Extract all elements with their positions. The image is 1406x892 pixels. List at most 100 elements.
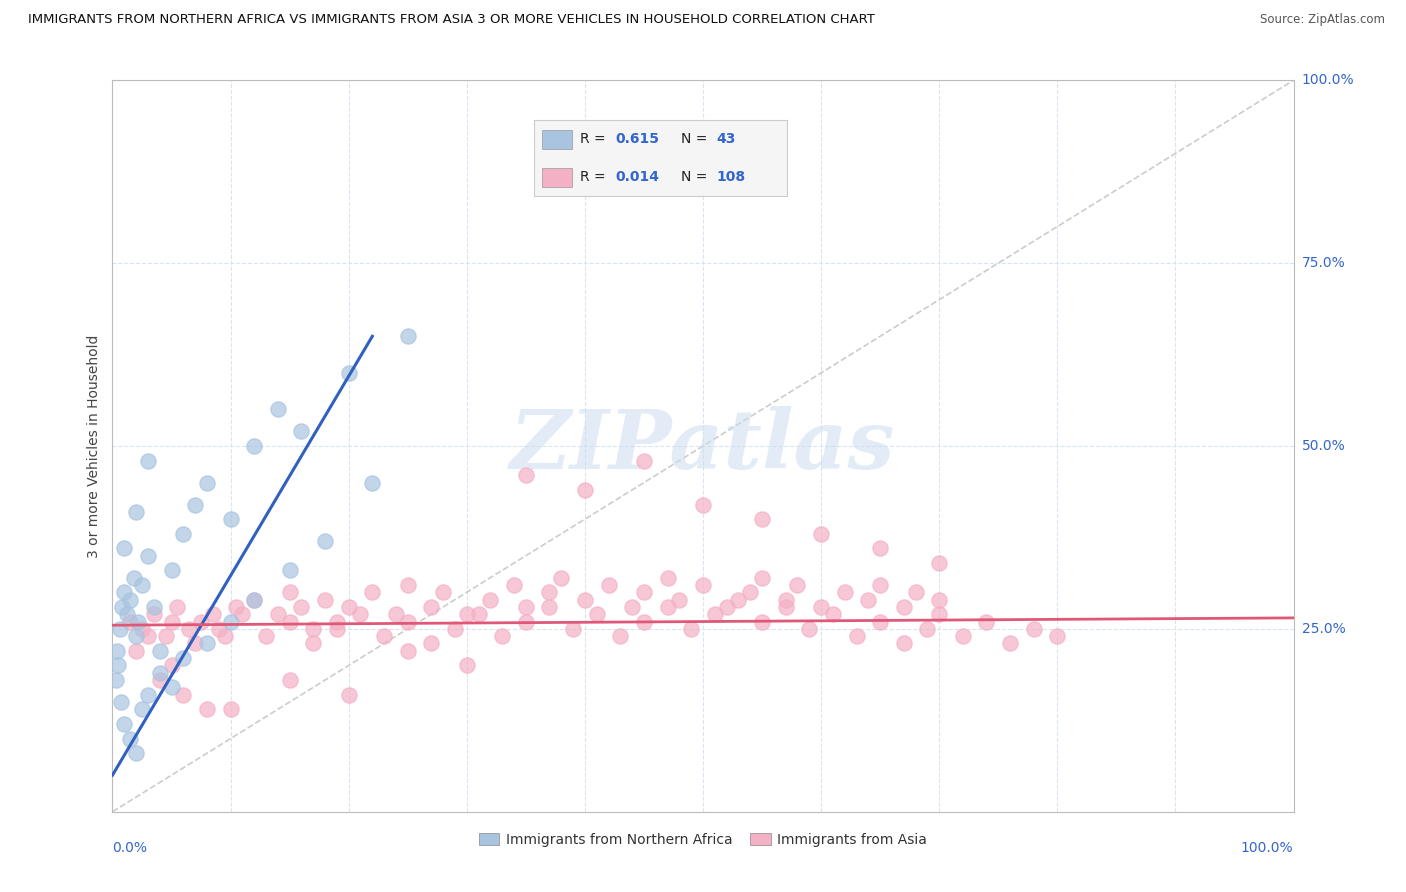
Point bbox=[834, 585, 856, 599]
Text: N =: N = bbox=[681, 170, 711, 185]
Point bbox=[869, 578, 891, 592]
Point bbox=[361, 475, 384, 490]
Point bbox=[621, 599, 644, 614]
Point bbox=[467, 607, 489, 622]
Point bbox=[952, 629, 974, 643]
Point bbox=[214, 629, 236, 643]
Point bbox=[503, 578, 526, 592]
Point bbox=[131, 702, 153, 716]
Point bbox=[219, 512, 242, 526]
Point bbox=[149, 644, 172, 658]
Point bbox=[149, 665, 172, 680]
Point bbox=[928, 556, 950, 570]
Point bbox=[1046, 629, 1069, 643]
Point bbox=[219, 702, 242, 716]
Point bbox=[184, 498, 207, 512]
Point bbox=[172, 526, 194, 541]
Point bbox=[633, 453, 655, 467]
Point bbox=[928, 592, 950, 607]
Point bbox=[120, 731, 142, 746]
Point bbox=[609, 629, 631, 643]
Point bbox=[751, 615, 773, 629]
Point bbox=[184, 636, 207, 650]
Point bbox=[111, 599, 134, 614]
Point bbox=[195, 702, 218, 716]
Point bbox=[396, 615, 419, 629]
Text: 0.615: 0.615 bbox=[616, 132, 659, 146]
Point bbox=[278, 563, 301, 577]
Point bbox=[125, 629, 148, 643]
Point bbox=[515, 599, 537, 614]
Point bbox=[314, 534, 336, 549]
Point bbox=[326, 615, 349, 629]
Text: 25.0%: 25.0% bbox=[1302, 622, 1346, 636]
Point bbox=[290, 599, 312, 614]
Point bbox=[845, 629, 868, 643]
Point bbox=[105, 673, 128, 687]
Point bbox=[668, 592, 690, 607]
Text: R =: R = bbox=[579, 170, 610, 185]
FancyBboxPatch shape bbox=[541, 169, 572, 187]
Point bbox=[278, 615, 301, 629]
Point bbox=[716, 599, 738, 614]
Text: Source: ZipAtlas.com: Source: ZipAtlas.com bbox=[1260, 13, 1385, 27]
Point bbox=[136, 453, 159, 467]
Point bbox=[775, 592, 797, 607]
Point bbox=[396, 578, 419, 592]
Point bbox=[585, 607, 607, 622]
Point bbox=[479, 592, 502, 607]
Point bbox=[491, 629, 513, 643]
Point bbox=[267, 607, 290, 622]
Point bbox=[278, 673, 301, 687]
Y-axis label: 3 or more Vehicles in Household: 3 or more Vehicles in Household bbox=[87, 334, 101, 558]
Point bbox=[115, 607, 138, 622]
Point bbox=[633, 585, 655, 599]
Point bbox=[136, 629, 159, 643]
Point bbox=[538, 599, 561, 614]
Point bbox=[160, 563, 183, 577]
Point bbox=[456, 658, 478, 673]
Point bbox=[112, 585, 135, 599]
Point bbox=[917, 622, 939, 636]
Point bbox=[125, 746, 148, 760]
Point bbox=[657, 571, 679, 585]
Point bbox=[799, 622, 821, 636]
Legend: Immigrants from Northern Africa, Immigrants from Asia: Immigrants from Northern Africa, Immigra… bbox=[472, 827, 934, 853]
Point bbox=[131, 622, 153, 636]
Point bbox=[976, 615, 998, 629]
Point bbox=[893, 636, 915, 650]
Point bbox=[243, 439, 266, 453]
Point bbox=[420, 636, 443, 650]
Point bbox=[633, 615, 655, 629]
Point bbox=[195, 475, 218, 490]
Point bbox=[125, 644, 148, 658]
Point bbox=[112, 541, 135, 556]
Point bbox=[142, 599, 165, 614]
Point bbox=[243, 592, 266, 607]
Point bbox=[893, 599, 915, 614]
Point bbox=[396, 329, 419, 343]
Point bbox=[120, 592, 142, 607]
Point bbox=[810, 599, 832, 614]
Text: 100.0%: 100.0% bbox=[1302, 73, 1354, 87]
Point bbox=[349, 607, 371, 622]
Point bbox=[107, 658, 129, 673]
Point bbox=[278, 585, 301, 599]
Point bbox=[692, 578, 714, 592]
Point bbox=[302, 636, 325, 650]
Point bbox=[149, 673, 172, 687]
Point bbox=[142, 607, 165, 622]
FancyBboxPatch shape bbox=[541, 130, 572, 149]
Point bbox=[657, 599, 679, 614]
Point bbox=[456, 607, 478, 622]
Point bbox=[131, 578, 153, 592]
Text: IMMIGRANTS FROM NORTHERN AFRICA VS IMMIGRANTS FROM ASIA 3 OR MORE VEHICLES IN HO: IMMIGRANTS FROM NORTHERN AFRICA VS IMMIG… bbox=[28, 13, 875, 27]
Point bbox=[373, 629, 395, 643]
Point bbox=[598, 578, 620, 592]
Point bbox=[751, 571, 773, 585]
Point bbox=[208, 622, 231, 636]
Point bbox=[574, 483, 596, 497]
Point bbox=[127, 615, 149, 629]
Text: N =: N = bbox=[681, 132, 711, 146]
Point bbox=[136, 549, 159, 563]
